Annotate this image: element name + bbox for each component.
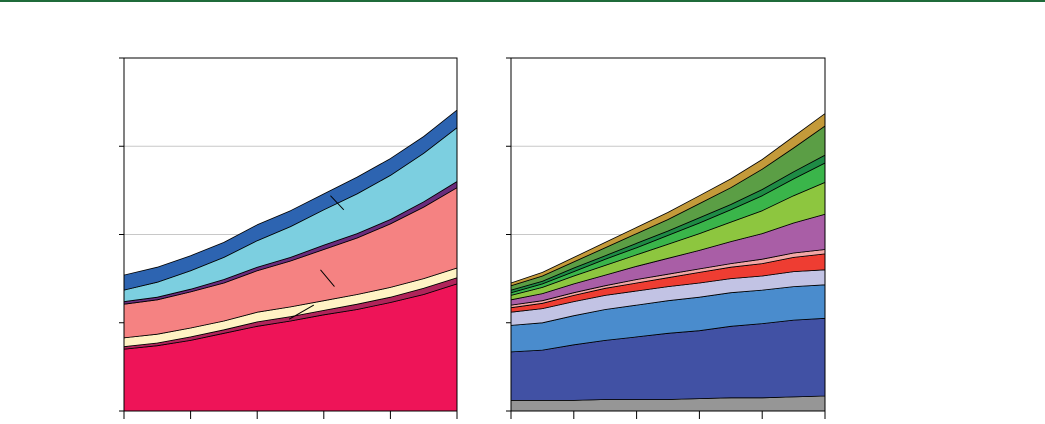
right-stacked-area-chart: [506, 57, 826, 419]
annotation-leader-line: [320, 269, 335, 287]
annotation-leader-line: [288, 304, 315, 320]
top-rule: [0, 0, 1045, 2]
left-stacked-area-chart: [119, 57, 458, 419]
annotation-leader-line: [330, 195, 345, 211]
